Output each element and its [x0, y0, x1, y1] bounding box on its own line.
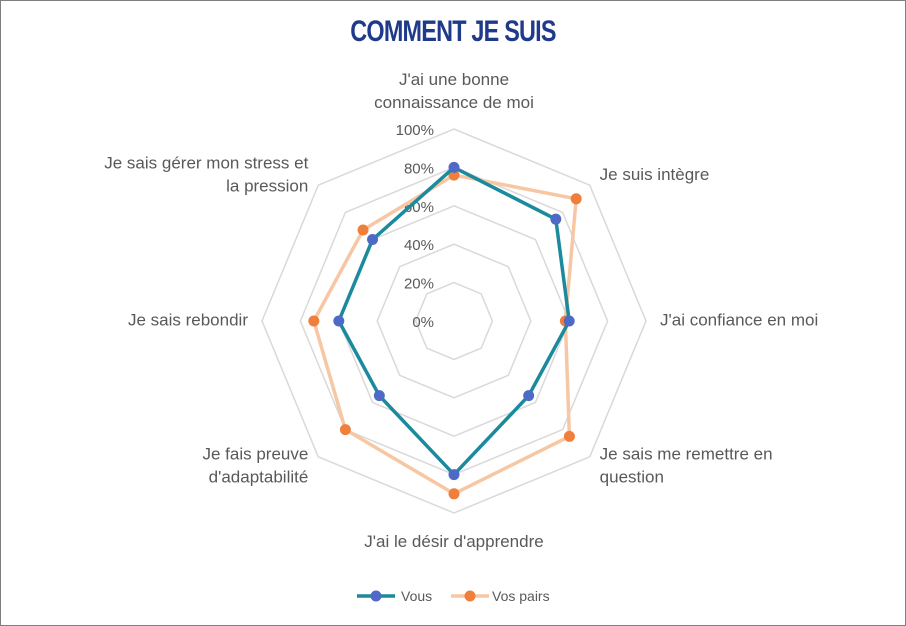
tick-label: 100%	[396, 122, 434, 139]
data-point	[448, 488, 460, 500]
data-point	[550, 213, 562, 225]
data-point	[448, 161, 460, 173]
radial-tick-labels: 0%20%40%60%80%100%	[396, 122, 434, 331]
grid-ring	[261, 128, 647, 514]
chart-title: COMMENT JE SUIS	[350, 15, 556, 48]
data-point	[448, 169, 460, 181]
data-point	[563, 430, 575, 442]
legend-swatch-marker	[464, 590, 476, 602]
series-line	[337, 165, 571, 477]
legend-swatch-marker	[370, 590, 382, 602]
tick-label: 20%	[404, 276, 434, 293]
category-label: Je sais gérer mon stress et	[104, 153, 308, 172]
tick-label: 0%	[412, 314, 434, 331]
legend-item: Vous	[357, 588, 432, 604]
data-point	[333, 315, 345, 327]
data-point	[373, 390, 385, 402]
data-point	[367, 234, 379, 246]
data-point	[357, 224, 369, 236]
series-1	[308, 169, 582, 500]
category-label: la pression	[226, 176, 308, 195]
category-label: J'ai le désir d'apprendre	[364, 532, 543, 551]
radar-grid	[261, 128, 647, 514]
data-point	[308, 315, 320, 327]
legend: Vous Vos pairs	[357, 588, 550, 604]
data-point	[523, 390, 535, 402]
category-labels: J'ai une bonne connaissance de moi Je suis…	[104, 70, 818, 551]
category-label: J'ai une bonne	[399, 70, 509, 89]
grid-ring	[414, 281, 494, 361]
data-point	[339, 424, 351, 436]
data-point	[448, 469, 460, 481]
category-label: Je fais preuve	[202, 445, 308, 464]
tick-label: 80%	[404, 160, 434, 177]
category-label: Je suis intègre	[600, 165, 710, 184]
category-label: question	[600, 468, 664, 487]
category-label: connaissance de moi	[374, 93, 534, 112]
legend-label: Vos pairs	[492, 588, 550, 604]
category-label: Je sais me remettre en	[600, 445, 773, 464]
category-label: d'adaptabilité	[209, 468, 309, 487]
series-0	[333, 161, 575, 481]
series-layer	[308, 161, 582, 500]
grid-ring	[376, 243, 532, 399]
legend-label: Vous	[401, 588, 432, 604]
category-label: Je sais rebondir	[128, 311, 248, 330]
data-point	[563, 315, 575, 327]
legend-item: Vos pairs	[451, 588, 550, 604]
series-line	[312, 173, 578, 496]
tick-label: 40%	[404, 237, 434, 254]
category-label: J'ai confiance en moi	[660, 311, 818, 330]
data-point	[570, 193, 582, 205]
